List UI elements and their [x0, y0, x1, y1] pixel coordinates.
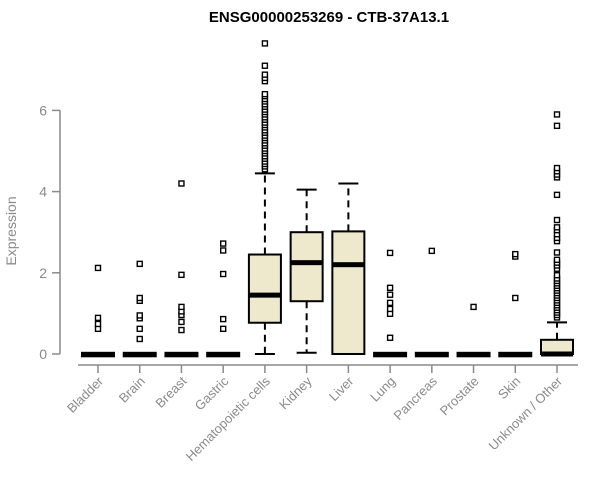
median-line	[290, 260, 323, 266]
box-kidney	[289, 188, 324, 354]
outlier-point	[94, 264, 102, 272]
median-line	[498, 351, 533, 358]
outlier-point	[553, 249, 561, 256]
box-breast	[164, 180, 199, 358]
median-line	[541, 351, 573, 357]
median-line	[456, 351, 491, 358]
x-tick-label: Gastric	[192, 373, 232, 413]
outlier-point	[553, 111, 561, 118]
box-bladder	[81, 264, 115, 358]
outlier-point	[136, 325, 143, 333]
outlier-point	[428, 247, 436, 255]
y-axis-label: Expression	[3, 196, 19, 265]
median-line	[206, 351, 241, 358]
median-line	[122, 351, 157, 358]
x-tick-label: Bladder	[64, 373, 107, 416]
outlier-point	[553, 122, 561, 130]
median-line	[373, 351, 408, 358]
outlier-point	[512, 294, 519, 302]
box-brain	[122, 260, 157, 358]
outlier-point	[178, 271, 185, 279]
outlier-point	[553, 216, 561, 224]
median-line	[332, 262, 365, 268]
outlier-point	[136, 294, 143, 302]
x-tick-label: Skin	[495, 374, 523, 402]
box-skin	[498, 250, 533, 358]
outlier-point	[553, 256, 561, 264]
outlier-point	[386, 284, 394, 292]
box-liver	[331, 182, 366, 355]
outlier-point	[136, 260, 143, 268]
outlier-point	[386, 291, 394, 298]
median-line	[81, 351, 115, 358]
y-tick-label: 0	[39, 346, 47, 362]
outlier-point	[512, 250, 519, 258]
outlier-point	[553, 224, 561, 231]
box-unknown-other	[540, 111, 574, 357]
x-tick-label: Kidney	[276, 373, 315, 412]
outlier-point	[219, 325, 227, 333]
outlier-point	[219, 240, 227, 247]
x-tick-label: Pancreas	[390, 373, 440, 423]
outlier-point	[94, 314, 102, 322]
outlier-point	[261, 62, 269, 69]
x-tick-label: Brain	[116, 374, 148, 406]
outlier-point	[261, 40, 269, 47]
outlier-point	[219, 315, 227, 323]
outlier-point	[261, 71, 269, 78]
box-lung	[373, 249, 408, 358]
outlier-point	[261, 90, 269, 98]
outlier-point	[386, 299, 394, 307]
outlier-point	[386, 249, 394, 257]
chart-title: ENSG00000253269 - CTB-37A13.1	[209, 9, 449, 26]
outlier-point	[553, 164, 561, 172]
outlier-point	[178, 180, 185, 187]
outlier-point	[178, 326, 185, 334]
box-hematopoietic-cells	[247, 40, 282, 355]
outlier-point	[178, 318, 185, 326]
box-pancreas	[414, 247, 449, 358]
box-iqr	[331, 230, 366, 355]
median-line	[248, 292, 281, 298]
x-tick-label: Liver	[326, 373, 357, 404]
outlier-point	[386, 305, 394, 313]
x-tick-label: Lung	[367, 374, 398, 405]
outlier-point	[219, 270, 227, 278]
x-tick-label: Prostate	[437, 374, 482, 419]
median-line	[414, 351, 449, 358]
outlier-point	[136, 335, 143, 343]
box-iqr	[289, 231, 324, 303]
outlier-point	[94, 320, 102, 328]
outlier-point	[136, 312, 143, 319]
x-tick-label: Unknown / Other	[486, 373, 566, 453]
outlier-point	[553, 191, 561, 199]
outlier-point	[178, 303, 185, 311]
y-tick-label: 6	[39, 102, 47, 118]
y-tick-label: 2	[39, 265, 47, 281]
outlier-point	[219, 247, 227, 254]
outlier-point	[386, 334, 394, 341]
median-line	[164, 351, 199, 358]
outlier-point	[470, 303, 477, 311]
box-gastric	[206, 240, 241, 358]
box-iqr	[247, 253, 282, 324]
box-prostate	[456, 303, 491, 358]
x-tick-label: Breast	[152, 373, 189, 410]
y-tick-label: 4	[39, 184, 47, 200]
outlier-point	[553, 272, 561, 279]
